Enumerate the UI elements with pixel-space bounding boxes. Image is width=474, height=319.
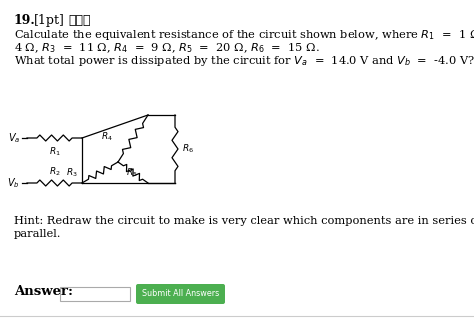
Text: Answer:: Answer: — [14, 285, 73, 298]
Text: [1pt]: [1pt] — [34, 14, 65, 27]
Text: Calculate the equivalent resistance of the circuit shown below, where $R_1$  =  : Calculate the equivalent resistance of t… — [14, 28, 474, 42]
Text: $V_a$: $V_a$ — [8, 131, 20, 145]
Text: What total power is dissipated by the circuit for $V_a$  =  14.0 V and $V_b$  = : What total power is dissipated by the ci… — [14, 54, 474, 68]
Text: parallel.: parallel. — [14, 229, 62, 239]
Text: $R_5$: $R_5$ — [126, 166, 138, 179]
Text: $R_3$: $R_3$ — [66, 166, 78, 179]
Text: 19.: 19. — [14, 14, 36, 27]
Text: $R_2$: $R_2$ — [49, 166, 60, 178]
Text: $V_b$: $V_b$ — [8, 176, 20, 190]
Text: 4 Ω, $R_3$  =  11 Ω, $R_4$  =  9 Ω, $R_5$  =  20 Ω, $R_6$  =  15 Ω.: 4 Ω, $R_3$ = 11 Ω, $R_4$ = 9 Ω, $R_5$ = … — [14, 41, 320, 55]
FancyBboxPatch shape — [136, 284, 225, 304]
FancyBboxPatch shape — [60, 287, 130, 301]
Text: Submit All Answers: Submit All Answers — [142, 290, 219, 299]
Text: $R_1$: $R_1$ — [49, 145, 60, 158]
Text: Hint: Redraw the circuit to make is very clear which components are in series or: Hint: Redraw the circuit to make is very… — [14, 216, 474, 226]
Text: $R_6$: $R_6$ — [182, 143, 194, 155]
Text: ★★★: ★★★ — [68, 14, 91, 27]
Text: $R_4$: $R_4$ — [101, 130, 113, 143]
